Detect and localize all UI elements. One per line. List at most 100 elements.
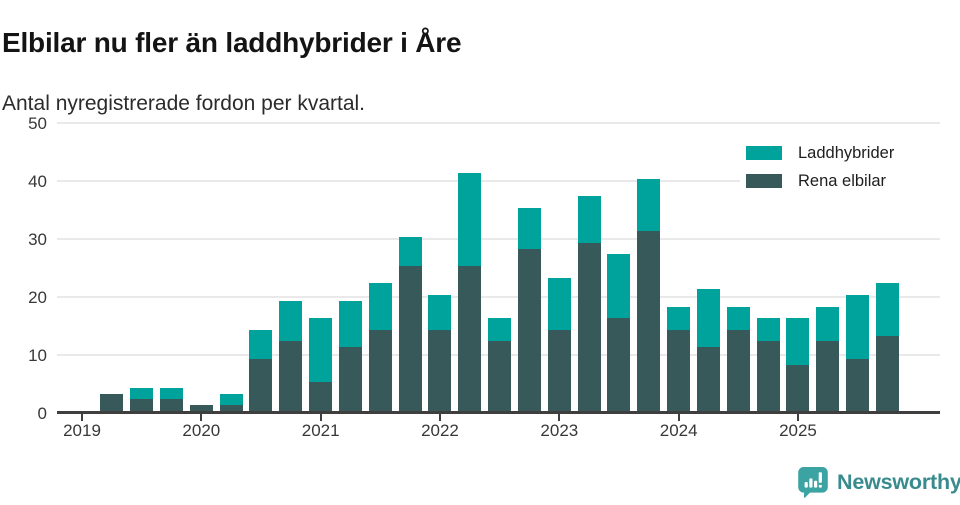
bar-segment-rena-elbilar bbox=[279, 341, 303, 411]
bar-segment-laddhybrider bbox=[130, 387, 154, 400]
bar-2020-q3 bbox=[249, 329, 273, 411]
bar-segment-laddhybrider bbox=[279, 300, 303, 342]
bar-segment-rena-elbilar bbox=[846, 358, 870, 411]
bar-segment-laddhybrider bbox=[786, 318, 810, 365]
page-subtitle: Antal nyregistrerade fordon per kvartal. bbox=[2, 92, 366, 115]
bar-segment-rena-elbilar bbox=[159, 399, 183, 411]
newsworthy-logo: Newsworthy bbox=[797, 466, 960, 498]
bar-2021-q4 bbox=[398, 237, 422, 411]
bar-segment-rena-elbilar bbox=[816, 341, 840, 411]
bar-segment-laddhybrider bbox=[875, 283, 899, 336]
bar-segment-laddhybrider bbox=[846, 295, 870, 359]
bar-segment-rena-elbilar bbox=[249, 358, 273, 411]
gridline bbox=[57, 296, 940, 298]
bar-2022-q4 bbox=[517, 208, 541, 411]
bar-2025-q1 bbox=[786, 318, 810, 411]
x-axis-tick-label: 2020 bbox=[182, 421, 221, 440]
bar-2023-q4 bbox=[637, 179, 661, 411]
legend-label: Rena elbilar bbox=[798, 171, 887, 190]
bar-segment-rena-elbilar bbox=[667, 329, 691, 411]
bar-segment-rena-elbilar bbox=[100, 393, 124, 411]
legend-swatch-laddhybrider bbox=[746, 146, 782, 160]
y-axis-tick-label: 30 bbox=[28, 229, 47, 249]
bar-segment-laddhybrider bbox=[458, 173, 482, 266]
bar-segment-laddhybrider bbox=[488, 318, 512, 342]
bar-segment-rena-elbilar bbox=[488, 341, 512, 411]
y-axis-tick-label: 10 bbox=[28, 345, 47, 365]
bar-2021-q2 bbox=[338, 300, 362, 411]
bar-segment-rena-elbilar bbox=[130, 399, 154, 411]
bar-segment-laddhybrider bbox=[368, 283, 392, 330]
bar-segment-laddhybrider bbox=[637, 179, 661, 232]
x-axis-tick-label: 2019 bbox=[63, 421, 101, 440]
y-axis-tick-label: 0 bbox=[37, 403, 47, 423]
bar-segment-rena-elbilar bbox=[607, 318, 631, 411]
x-axis-tick-label: 2023 bbox=[540, 421, 579, 440]
bar-2025-q4 bbox=[875, 283, 899, 411]
bar-segment-laddhybrider bbox=[696, 289, 720, 348]
bar-segment-laddhybrider bbox=[249, 329, 273, 359]
bar-segment-laddhybrider bbox=[667, 306, 691, 330]
bar-2023-q3 bbox=[607, 254, 631, 411]
bar-2020-q4 bbox=[279, 300, 303, 411]
legend-item-rena-elbilar: Rena elbilar bbox=[746, 171, 942, 191]
legend-swatch-rena-elbilar bbox=[746, 174, 782, 188]
bar-segment-rena-elbilar bbox=[458, 265, 482, 411]
bar-segment-rena-elbilar bbox=[189, 405, 213, 411]
bar-segment-laddhybrider bbox=[309, 318, 333, 382]
bar-segment-rena-elbilar bbox=[756, 341, 780, 411]
bar-2025-q3 bbox=[846, 295, 870, 411]
bar-segment-laddhybrider bbox=[517, 208, 541, 249]
gridline bbox=[57, 180, 940, 182]
y-axis-tick-label: 50 bbox=[28, 113, 47, 133]
bar-segment-laddhybrider bbox=[159, 387, 183, 400]
bar-segment-rena-elbilar bbox=[786, 364, 810, 411]
bar-2025-q2 bbox=[816, 306, 840, 411]
x-axis-tick-label: 2024 bbox=[659, 421, 698, 440]
bar-2019-q4 bbox=[159, 387, 183, 411]
bar-segment-rena-elbilar bbox=[637, 231, 661, 411]
bar-2021-q3 bbox=[368, 283, 392, 411]
x-axis-tick-label: 2022 bbox=[421, 421, 459, 440]
bar-2024-q3 bbox=[726, 306, 750, 411]
bar-2024-q2 bbox=[696, 289, 720, 411]
bar-segment-rena-elbilar bbox=[547, 329, 571, 411]
newsworthy-speech-bubble-icon bbox=[798, 467, 828, 498]
bar-segment-laddhybrider bbox=[577, 196, 601, 243]
bar-2022-q3 bbox=[488, 318, 512, 411]
bar-segment-rena-elbilar bbox=[726, 329, 750, 411]
x-axis-tick bbox=[796, 414, 799, 421]
bar-segment-rena-elbilar bbox=[577, 242, 601, 411]
bar-segment-laddhybrider bbox=[756, 318, 780, 342]
bar-segment-rena-elbilar bbox=[398, 266, 422, 411]
bar-segment-laddhybrider bbox=[219, 393, 243, 406]
x-axis-tick bbox=[438, 414, 441, 421]
bar-2023-q2 bbox=[577, 196, 601, 411]
bar-2019-q2 bbox=[100, 393, 124, 411]
x-axis-tick bbox=[319, 414, 322, 421]
x-axis-tick-label: 2025 bbox=[779, 421, 817, 440]
bar-2023-q1 bbox=[547, 277, 571, 411]
bar-2020-q2 bbox=[219, 393, 243, 411]
bar-2024-q4 bbox=[756, 318, 780, 411]
bar-2022-q1 bbox=[428, 295, 452, 411]
x-axis-line bbox=[57, 411, 940, 414]
legend-item-laddhybrider: Laddhybrider bbox=[746, 143, 942, 163]
bar-segment-laddhybrider bbox=[726, 306, 750, 330]
bar-2019-q3 bbox=[130, 387, 154, 411]
x-axis-tick bbox=[677, 414, 680, 421]
bar-2020-q1 bbox=[189, 405, 213, 411]
bar-segment-laddhybrider bbox=[816, 306, 840, 342]
bar-segment-rena-elbilar bbox=[338, 347, 362, 411]
bar-segment-rena-elbilar bbox=[219, 405, 243, 411]
bar-segment-laddhybrider bbox=[607, 254, 631, 319]
x-axis-tick bbox=[558, 414, 561, 421]
bar-segment-laddhybrider bbox=[547, 277, 571, 330]
gridline bbox=[57, 238, 940, 240]
bar-segment-rena-elbilar bbox=[309, 381, 333, 411]
newsworthy-wordmark: Newsworthy bbox=[837, 469, 960, 494]
x-axis-tick-label: 2021 bbox=[301, 421, 340, 440]
y-axis-tick-label: 20 bbox=[28, 287, 47, 307]
